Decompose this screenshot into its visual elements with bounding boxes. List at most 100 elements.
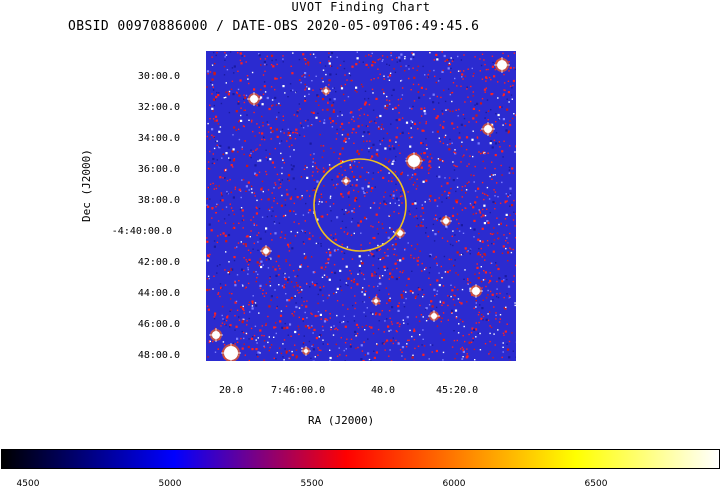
sky-noise-pixel xyxy=(386,166,388,168)
sky-noise-pixel xyxy=(317,169,320,171)
sky-noise-pixel xyxy=(341,147,344,150)
sky-noise-pixel xyxy=(489,340,491,343)
dec-tick-label: 34:00.0 xyxy=(137,133,180,144)
sky-noise-pixel xyxy=(240,62,243,65)
sky-noise-pixel xyxy=(428,358,430,360)
sky-noise-pixel xyxy=(464,269,466,271)
sky-noise-pixel xyxy=(428,172,430,174)
sky-noise-pixel xyxy=(230,269,232,271)
sky-noise-pixel xyxy=(383,92,385,95)
sky-noise-pixel xyxy=(459,301,461,304)
sky-noise-pixel xyxy=(420,142,423,145)
sky-noise-pixel xyxy=(325,266,327,268)
sky-noise-pixel xyxy=(377,171,379,174)
sky-noise-pixel xyxy=(362,287,364,289)
sky-noise-pixel xyxy=(375,273,378,275)
sky-noise-pixel xyxy=(241,268,244,271)
sky-noise-pixel xyxy=(263,85,266,88)
sky-noise-pixel xyxy=(390,329,392,331)
sky-noise-pixel xyxy=(475,121,478,123)
sky-noise-pixel xyxy=(495,295,498,298)
sky-noise-pixel xyxy=(453,339,456,342)
sky-noise-pixel xyxy=(423,152,426,155)
sky-noise-pixel xyxy=(346,233,348,235)
sky-noise-pixel xyxy=(332,101,335,104)
sky-noise-pixel xyxy=(425,88,427,90)
sky-noise-pixel xyxy=(377,233,379,235)
sky-noise-pixel xyxy=(283,339,286,341)
sky-noise-pixel xyxy=(379,282,382,285)
sky-noise-pixel xyxy=(375,153,378,155)
sky-noise-pixel xyxy=(420,153,422,155)
sky-noise-pixel xyxy=(280,152,282,155)
sky-noise-pixel xyxy=(293,149,295,151)
sky-noise-pixel xyxy=(279,181,281,184)
sky-noise-pixel xyxy=(433,108,435,110)
sky-noise-pixel xyxy=(386,104,389,107)
sky-noise-pixel xyxy=(485,318,488,321)
sky-noise-pixel xyxy=(219,283,222,285)
sky-noise-pixel xyxy=(312,189,314,192)
sky-noise-pixel xyxy=(394,106,397,109)
sky-noise-pixel xyxy=(481,313,483,316)
sky-noise-pixel xyxy=(399,259,402,262)
sky-noise-pixel xyxy=(335,73,337,75)
sky-noise-pixel xyxy=(477,187,480,190)
sky-noise-pixel xyxy=(248,82,250,85)
sky-noise-pixel xyxy=(348,204,351,206)
sky-noise-pixel xyxy=(244,287,247,289)
sky-noise-pixel xyxy=(512,219,515,221)
sky-noise-pixel xyxy=(244,96,247,99)
sky-noise-pixel xyxy=(262,293,264,295)
sky-noise-pixel xyxy=(381,123,383,126)
sky-noise-pixel xyxy=(430,166,432,169)
sky-noise-pixel xyxy=(470,341,473,343)
sky-noise-pixel xyxy=(304,165,306,167)
sky-noise-pixel xyxy=(334,187,337,189)
sky-noise-pixel xyxy=(365,55,367,57)
sky-noise-pixel xyxy=(476,196,478,198)
sky-noise-pixel xyxy=(237,70,239,72)
sky-noise-pixel xyxy=(216,91,218,94)
sky-noise-pixel xyxy=(369,140,371,142)
sky-noise-pixel xyxy=(448,148,451,151)
sky-noise-pixel xyxy=(372,109,375,111)
sky-noise-pixel xyxy=(488,76,491,79)
sky-noise-pixel xyxy=(412,292,414,294)
sky-noise-pixel xyxy=(259,262,261,265)
sky-noise-pixel xyxy=(373,120,376,122)
sky-noise-pixel xyxy=(284,278,287,281)
sky-noise-pixel xyxy=(260,188,263,191)
sky-noise-pixel xyxy=(219,233,222,236)
sky-noise-pixel xyxy=(378,249,380,252)
sky-noise-pixel xyxy=(272,266,274,268)
sky-noise-pixel xyxy=(440,320,442,323)
sky-noise-pixel xyxy=(463,54,465,56)
sky-noise-pixel xyxy=(407,174,409,177)
sky-noise-pixel xyxy=(207,205,210,208)
sky-noise-pixel xyxy=(364,98,366,100)
sky-noise-pixel xyxy=(327,297,329,299)
sky-noise-pixel xyxy=(214,351,217,353)
sky-noise-pixel xyxy=(503,140,505,142)
sky-noise-pixel xyxy=(354,200,356,202)
sky-noise-pixel xyxy=(461,209,464,211)
sky-noise-pixel xyxy=(348,191,350,193)
sky-noise-pixel xyxy=(382,137,385,140)
sky-noise-pixel xyxy=(240,119,243,122)
sky-noise-pixel xyxy=(410,254,412,256)
sky-noise-pixel xyxy=(262,125,264,127)
sky-noise-pixel xyxy=(428,277,430,279)
sky-noise-pixel xyxy=(482,319,484,321)
sky-noise-pixel xyxy=(452,82,455,84)
sky-noise-pixel xyxy=(465,189,468,191)
sky-noise-pixel xyxy=(223,65,226,68)
sky-noise-pixel xyxy=(283,284,286,286)
sky-noise-pixel xyxy=(455,201,458,204)
sky-noise-pixel xyxy=(266,216,269,218)
sky-noise-pixel xyxy=(408,137,411,139)
sky-noise-pixel xyxy=(343,231,346,233)
sky-noise-pixel xyxy=(484,259,486,261)
sky-noise-pixel xyxy=(287,96,289,98)
sky-noise-pixel xyxy=(282,215,285,217)
